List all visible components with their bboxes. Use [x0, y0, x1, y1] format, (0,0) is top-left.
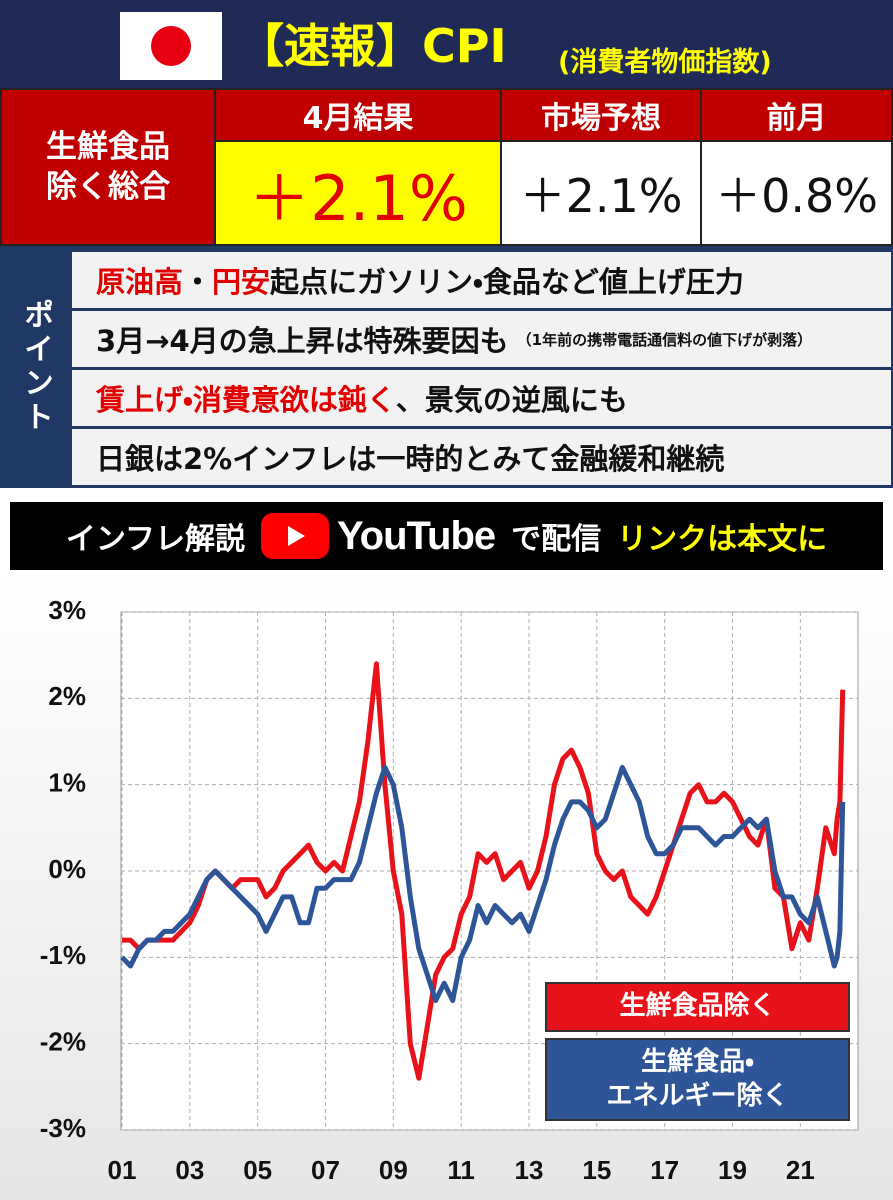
forecast-value: ＋2.1%	[500, 140, 702, 246]
point-text: ・	[183, 265, 213, 299]
x-tick-label: 11	[447, 1155, 475, 1185]
points-label: ポイント	[18, 299, 53, 435]
flag	[120, 12, 222, 80]
youtube-icon	[260, 513, 329, 559]
row-label: 生鮮食品 除く総合	[0, 88, 216, 246]
banner-lead: インフレ解説	[65, 522, 245, 557]
previous-value: ＋0.8%	[700, 140, 893, 246]
point-row: 日銀は2%インフレは一時的とみて金融緩和継続	[72, 429, 891, 485]
point-text: 起点にガソリン・食品など値上げ圧力	[270, 265, 744, 299]
x-tick-label: 07	[311, 1155, 340, 1185]
y-tick-label: 1%	[48, 768, 86, 798]
point-text: 円安	[212, 265, 271, 299]
banner-platform: YouTube	[336, 513, 496, 558]
banner-action: で配信	[511, 522, 602, 557]
column-header: 市場予想	[500, 88, 702, 142]
point-text: 3月→4月の急上昇は特殊要因も	[96, 324, 509, 358]
x-tick-label: 09	[379, 1155, 408, 1185]
legend-entry: 生鮮食品・ エネルギー除く	[545, 1037, 850, 1122]
point-text: 、景気の逆風にも	[395, 383, 628, 417]
point-text: 賃上げ・消費意欲は鈍く	[96, 383, 396, 417]
point-row: 原油高・円安 起点にガソリン・食品など値上げ圧力	[72, 252, 891, 308]
banner: インフレ解説 YouTube で配信 リンクは本文に	[10, 502, 883, 570]
result-value: ＋2.1%	[214, 140, 502, 246]
x-tick-label: 15	[582, 1155, 611, 1185]
x-tick-label: 17	[650, 1155, 679, 1185]
point-row: 3月→4月の急上昇は特殊要因も （1年前の携帯電話通信料の値下げが剥落）	[72, 311, 891, 367]
y-tick-label: 3%	[48, 595, 86, 625]
y-tick-label: 0%	[48, 854, 86, 884]
title: 【速報】CPI	[238, 19, 507, 73]
series-line	[122, 661, 846, 1081]
point-text: 日銀は2%インフレは一時的とみて金融緩和継続	[96, 442, 725, 476]
x-tick-label: 03	[175, 1155, 204, 1185]
banner-note: リンクは本文に	[617, 522, 828, 557]
y-tick-label: -1%	[40, 940, 86, 970]
series-line	[120, 764, 846, 1003]
points: ポイント 原油高・円安 起点にガソリン・食品など値上げ圧力 3月→4月の急上昇は特殊…	[0, 246, 893, 488]
x-tick-label: 21	[786, 1155, 815, 1185]
legend-entry: 生鮮食品除く	[545, 982, 850, 1032]
x-tick-label: 19	[718, 1155, 747, 1185]
y-tick-label: -3%	[40, 1113, 86, 1143]
point-text: （1年前の携帯電話通信料の値下げが剥落）	[516, 330, 813, 349]
legend: 生鮮食品除く 生鮮食品・ エネルギー除く	[545, 982, 850, 1127]
header: 【速報】CPI (消費者物価指数)	[0, 0, 893, 88]
x-tick-label: 05	[243, 1155, 272, 1185]
y-tick-label: -2%	[40, 1027, 86, 1057]
x-tick-label: 13	[515, 1155, 544, 1185]
column-header: 4月結果	[214, 88, 502, 142]
point-text: 原油高	[96, 265, 184, 299]
subtitle: (消費者物価指数)	[558, 47, 772, 78]
point-row: 賃上げ・消費意欲は鈍く 、景気の逆風にも	[72, 370, 891, 426]
x-tick-label: 01	[108, 1155, 137, 1185]
y-tick-label: 2%	[48, 681, 86, 711]
column-header: 前月	[700, 88, 893, 142]
